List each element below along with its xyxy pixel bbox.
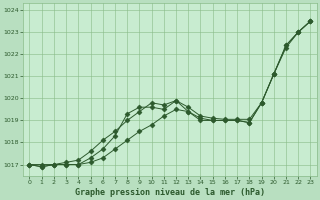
X-axis label: Graphe pression niveau de la mer (hPa): Graphe pression niveau de la mer (hPa)	[75, 188, 265, 197]
